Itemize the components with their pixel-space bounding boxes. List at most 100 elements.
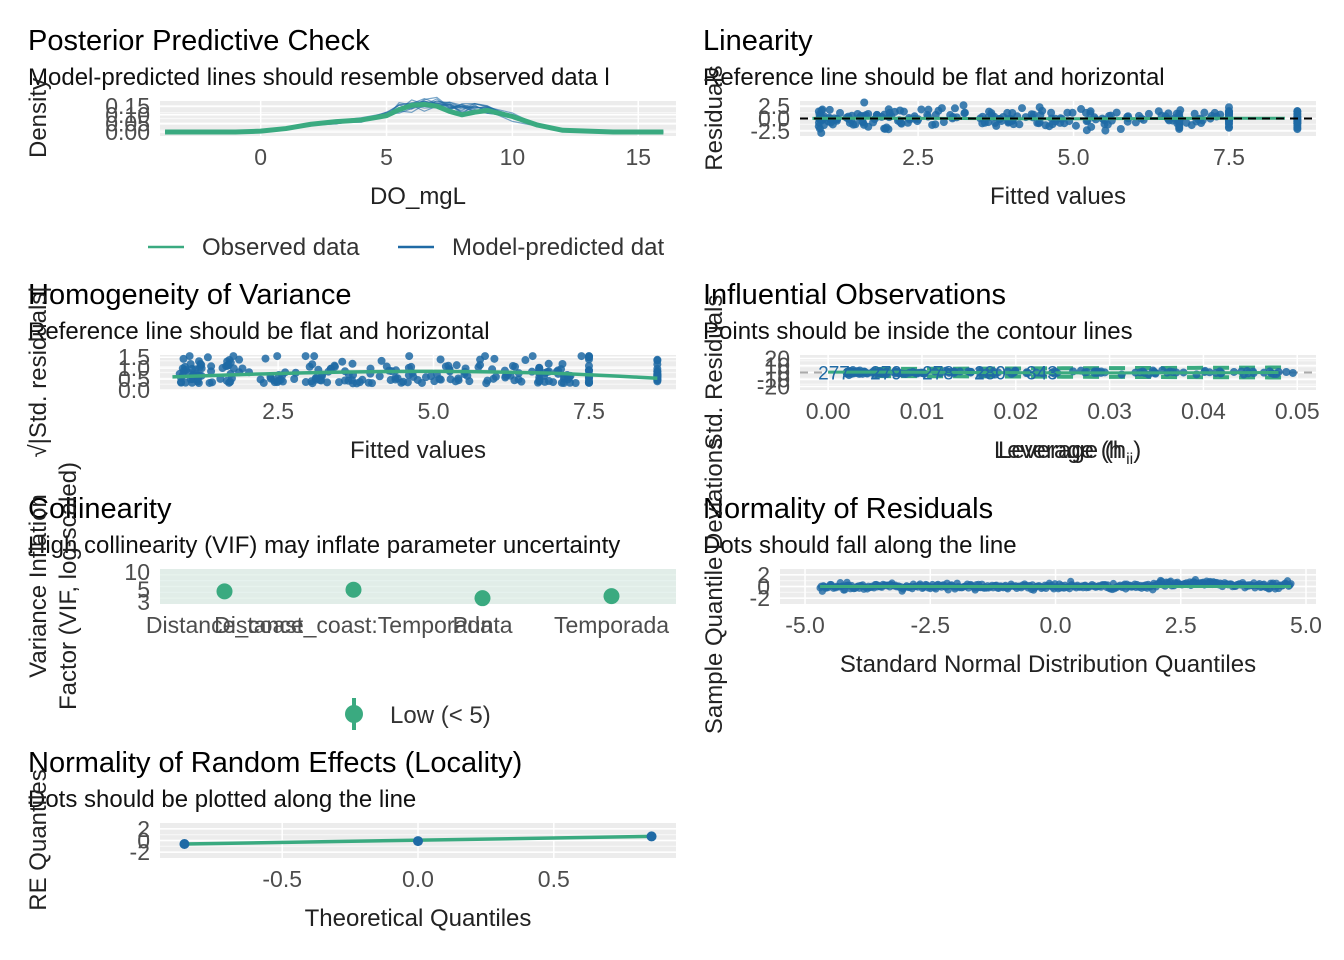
normality-y-tick-label: -2 — [750, 585, 770, 611]
influential-x-tick-label: 0.03 — [1087, 398, 1132, 424]
homogeneity-point — [436, 375, 445, 384]
linearity-point — [860, 98, 869, 107]
homogeneity-point — [195, 357, 204, 366]
homogeneity-point — [235, 355, 244, 364]
homogeneity-point — [533, 378, 542, 387]
homogeneity-panel: Homogeneity of Variance Reference line sh… — [25, 279, 676, 464]
linearity-x-tick-label: 7.5 — [1213, 144, 1245, 170]
homogeneity-point — [197, 364, 206, 373]
normality-panel: Normality of Residuals Dots should fall a… — [701, 438, 1322, 734]
linearity-point — [1035, 103, 1044, 112]
linearity-point — [959, 101, 968, 110]
homogeneity-point — [474, 363, 483, 372]
linearity-point — [1101, 126, 1110, 135]
re-y-tick-label: 2 — [137, 816, 150, 842]
homogeneity-point — [584, 352, 593, 361]
re-y-axis-label: RE Quantiles — [25, 769, 52, 910]
linearity-point — [1224, 119, 1233, 128]
influential-y-tick-label: -10 — [757, 367, 790, 393]
influential-y-tick-label: 20 — [764, 346, 790, 372]
linearity-point — [1036, 110, 1045, 119]
influential-point — [1282, 367, 1291, 376]
normality-y-axis-label: Sample Quantile Deviations — [701, 438, 728, 734]
homogeneity-point — [290, 374, 299, 383]
normality-title: Normality of Residuals — [703, 493, 993, 525]
homogeneity-point — [377, 356, 386, 365]
homogeneity-x-axis-label: Fitted values — [350, 437, 486, 464]
collinearity-point — [474, 590, 491, 607]
legend-low-label: Low (< 5) — [390, 702, 491, 729]
homogeneity-point — [490, 354, 499, 363]
ppc-x-tick-label: 0 — [254, 144, 267, 170]
normality-y-tick-label: 0 — [757, 574, 770, 600]
ppc-panel: Posterior Predictive Check Model-predicte… — [25, 25, 676, 261]
re-x-tick-label: 0.0 — [402, 866, 434, 892]
homogeneity-point — [549, 378, 558, 387]
linearity-point — [1164, 109, 1173, 118]
linearity-point — [917, 105, 926, 114]
linearity-y-tick-label: 0.0 — [758, 106, 790, 132]
normality-x-tick-label: -5.0 — [785, 612, 825, 638]
linearity-point — [1087, 122, 1096, 131]
influential-smooth-line — [828, 370, 1279, 375]
homogeneity-point — [335, 378, 344, 387]
linearity-point — [814, 107, 823, 116]
collinearity-point — [603, 588, 620, 605]
influential-point-label: 277 — [818, 364, 850, 385]
linearity-point — [1293, 107, 1302, 116]
re-title: Normality of Random Effects (Locality) — [28, 747, 522, 779]
linearity-point — [1144, 109, 1153, 118]
homogeneity-x-tick-label: 5.0 — [418, 398, 450, 424]
homogeneity-point — [535, 363, 544, 372]
influential-x-axis-sub: ii — [1126, 451, 1133, 468]
homogeneity-point — [238, 364, 247, 373]
influential-point — [1288, 368, 1297, 377]
homogeneity-point — [316, 376, 325, 385]
linearity-point — [885, 108, 894, 117]
ppc-x-tick-label: 10 — [500, 144, 526, 170]
influential-x-tick-label: 0.05 — [1275, 398, 1320, 424]
normality-x-tick-label: -2.5 — [910, 612, 950, 638]
linearity-y-tick-label: -2.5 — [750, 118, 790, 144]
ppc-y-tick-label: 0.05 — [105, 110, 150, 136]
linearity-point — [934, 106, 943, 115]
normality-x-tick-label: 2.5 — [1165, 612, 1197, 638]
linearity-x-tick-label: 2.5 — [902, 144, 934, 170]
collinearity-point — [345, 581, 362, 598]
homogeneity-point — [348, 359, 357, 368]
influential-contour-line — [875, 374, 1288, 380]
linearity-point — [896, 106, 905, 115]
re-panel: Normality of Random Effects (Locality) Do… — [25, 747, 676, 932]
ppc-y-tick-label: 0.10 — [105, 102, 150, 128]
influential-point-label: 280 — [974, 364, 1006, 385]
linearity-y-axis-label: Residuals — [701, 65, 728, 170]
homogeneity-point — [358, 375, 367, 384]
influential-x-tick-label: 0.00 — [806, 398, 851, 424]
homogeneity-point — [397, 378, 406, 387]
homogeneity-point — [344, 376, 353, 385]
influential-point-label: 279 — [870, 364, 902, 385]
collinearity-y-axis-label: Variance Inflation — [25, 494, 52, 678]
homogeneity-point — [364, 378, 373, 387]
ppc-y-tick-label: 0.00 — [105, 119, 150, 145]
linearity-point — [1182, 118, 1191, 127]
homogeneity-title: Homogeneity of Variance — [28, 279, 351, 311]
re-y-tick-label: -2 — [130, 839, 150, 865]
homogeneity-point — [203, 353, 212, 362]
homogeneity-point — [436, 355, 445, 364]
linearity-point — [1116, 125, 1125, 134]
homogeneity-point — [338, 357, 347, 366]
homogeneity-point — [191, 365, 200, 374]
linearity-point — [1224, 107, 1233, 116]
linearity-point — [991, 118, 1000, 127]
homogeneity-point — [409, 372, 418, 381]
homogeneity-point — [259, 378, 268, 387]
homogeneity-point — [417, 378, 426, 387]
influential-x-tick-label: 0.02 — [993, 398, 1038, 424]
homogeneity-point — [521, 356, 530, 365]
legend-observed-label: Observed data — [202, 234, 360, 261]
homogeneity-point — [308, 360, 317, 369]
linearity-x-tick-label: 5.0 — [1058, 144, 1090, 170]
homogeneity-point — [375, 372, 384, 381]
collinearity-y-tick-label: 10 — [124, 559, 150, 585]
